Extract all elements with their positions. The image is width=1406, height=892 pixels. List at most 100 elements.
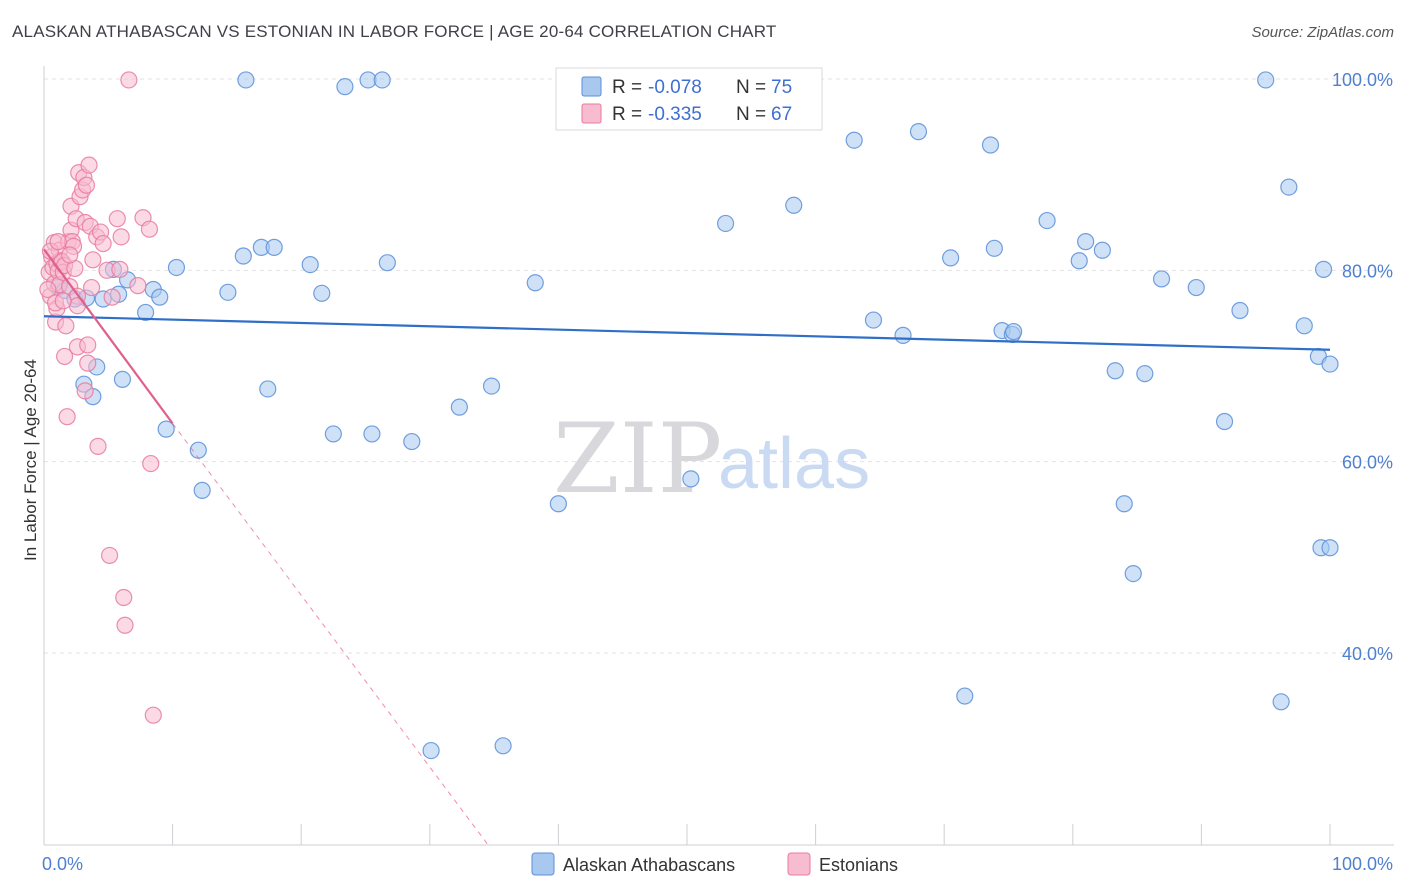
point-estonian-42 [84, 251, 102, 269]
point-estonian-16 [55, 347, 74, 366]
legend-n-value-0: 75 [771, 77, 792, 98]
point-athabascan-43 [845, 131, 863, 149]
point-athabascan-67 [1272, 693, 1290, 711]
point-athabascan-38 [526, 274, 544, 292]
point-athabascan-49 [981, 136, 1000, 154]
point-estonian-49 [103, 288, 121, 306]
point-athabascan-66 [1257, 71, 1275, 89]
point-athabascan-16 [167, 258, 186, 277]
point-estonian-53 [115, 588, 133, 607]
point-athabascan-54 [1038, 211, 1056, 230]
trend-layer [43, 248, 1331, 845]
legend-n-value-1: 67 [771, 104, 792, 125]
legend-swatch-blue [581, 76, 602, 97]
point-estonian-65 [61, 246, 79, 264]
point-estonian-37 [79, 336, 97, 354]
point-estonian-60 [144, 706, 162, 724]
point-estonian-50 [108, 210, 126, 228]
point-athabascan-20 [234, 247, 252, 265]
series-legend-swatch-blue [531, 852, 555, 876]
point-athabascan-28 [336, 78, 354, 96]
point-athabascan-73 [1321, 539, 1339, 557]
chart-source: Source: ZipAtlas.com [1251, 24, 1394, 41]
correlation-legend: R = -0.078 N = 75 R = -0.335 N = 67 [555, 67, 823, 131]
series-legend: Alaskan Athabascans Estonians [531, 852, 898, 876]
point-athabascan-35 [450, 398, 468, 416]
watermark-atlas: atlas [718, 424, 870, 504]
point-athabascan-62 [1152, 270, 1171, 288]
point-athabascan-34 [422, 741, 440, 760]
point-estonian-41 [82, 278, 101, 297]
point-estonian-18 [58, 408, 76, 426]
point-athabascan-61 [1136, 365, 1154, 383]
point-athabascan-60 [1124, 564, 1142, 583]
point-athabascan-48 [956, 687, 974, 705]
y-tick-label-80: 80.0% [1342, 261, 1393, 281]
point-athabascan-41 [716, 214, 735, 233]
trend-line-estonian [43, 248, 174, 425]
point-athabascan-31 [373, 71, 391, 89]
point-athabascan-36 [482, 377, 501, 395]
legend-n-label-1: N = [736, 104, 766, 125]
point-estonian-44 [89, 437, 107, 455]
point-athabascan-30 [363, 425, 381, 443]
point-athabascan-27 [324, 425, 342, 443]
point-estonian-51 [111, 260, 129, 278]
point-athabascan-14 [151, 288, 169, 306]
point-athabascan-26 [313, 284, 331, 302]
watermark-zip: ZIP [553, 403, 722, 515]
point-athabascan-12 [136, 303, 155, 322]
point-estonian-48 [100, 546, 119, 565]
y-tick-label-60: 60.0% [1342, 453, 1393, 473]
point-athabascan-39 [549, 495, 568, 513]
point-athabascan-10 [113, 370, 132, 388]
point-athabascan-50 [985, 239, 1003, 257]
point-athabascan-42 [785, 196, 803, 214]
point-athabascan-53 [1005, 322, 1023, 341]
point-athabascan-37 [494, 737, 512, 755]
point-athabascan-57 [1093, 241, 1111, 259]
trend-line-athabascan [43, 315, 1331, 351]
axes-layer: 40.0% 60.0% 80.0% 100.0% 0.0% 100.0% [42, 66, 1394, 874]
legend-r-label-1: R = [612, 104, 642, 125]
point-athabascan-23 [259, 380, 277, 398]
y-tick-label-100: 100.0% [1332, 70, 1393, 90]
grid-layer [44, 78, 1392, 654]
y-tick-label-40: 40.0% [1342, 644, 1393, 664]
point-athabascan-58 [1106, 362, 1124, 380]
x-tick-label-1: 100.0% [1332, 854, 1393, 874]
point-athabascan-15 [157, 420, 175, 438]
point-estonian-55 [120, 71, 138, 89]
point-estonian-61 [39, 280, 57, 299]
point-athabascan-56 [1077, 233, 1095, 251]
point-estonian-58 [140, 220, 159, 238]
point-athabascan-32 [378, 254, 396, 272]
legend-r-label-0: R = [612, 77, 642, 98]
point-estonian-36 [77, 176, 96, 194]
watermark: ZIP atlas [553, 403, 870, 515]
point-athabascan-55 [1070, 252, 1088, 270]
point-athabascan-21 [237, 71, 255, 89]
legend-r-value-1: -0.335 [648, 104, 702, 125]
series-legend-label-1: Estonians [819, 855, 898, 875]
point-athabascan-72 [1314, 260, 1333, 278]
point-athabascan-46 [909, 123, 928, 141]
point-athabascan-45 [894, 326, 912, 344]
chart-title: ALASKAN ATHABASCAN VS ESTONIAN IN LABOR … [12, 22, 777, 41]
point-estonian-66 [54, 292, 72, 310]
point-athabascan-65 [1231, 301, 1249, 320]
point-athabascan-19 [219, 283, 237, 301]
point-estonian-46 [94, 234, 112, 253]
point-estonian-17 [57, 317, 75, 335]
point-athabascan-68 [1280, 178, 1298, 196]
point-athabascan-18 [193, 481, 211, 499]
point-estonian-38 [79, 354, 97, 372]
legend-r-value-0: -0.078 [648, 77, 702, 98]
point-estonian-54 [116, 616, 134, 634]
point-estonian-64 [49, 233, 67, 251]
point-athabascan-40 [682, 470, 700, 488]
series-legend-swatch-pink [787, 852, 811, 876]
point-athabascan-59 [1115, 495, 1133, 513]
trend-line-estonian-extended [172, 423, 489, 845]
